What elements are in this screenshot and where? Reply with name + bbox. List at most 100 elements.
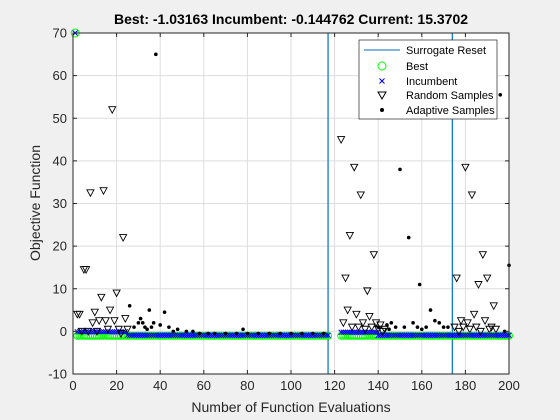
random-sample-point [356, 191, 366, 200]
incumbent-point [495, 332, 501, 339]
incumbent-point [85, 328, 92, 335]
incumbent-point [216, 332, 222, 339]
adaptive-sample-point [278, 331, 282, 336]
x-tick-label: 160 [411, 378, 433, 393]
legend: Surrogate Reset Best Incumbent Random Sa… [358, 39, 498, 120]
incumbent-point [423, 332, 430, 339]
incumbent-point [316, 332, 323, 339]
incumbent-point [449, 332, 456, 339]
incumbent-point [248, 332, 255, 339]
incumbent-point [183, 332, 190, 339]
incumbent-point [159, 332, 166, 339]
random-sample-point [94, 317, 104, 326]
random-sample-point [352, 310, 361, 319]
y-tick-label: 10 [53, 281, 67, 296]
legend-label-incumbent: Incumbent [406, 76, 457, 88]
y-tick-label: 30 [53, 196, 67, 211]
adaptive-sample-point [149, 325, 154, 329]
random-sample-point [467, 191, 477, 200]
adaptive-sample-point [223, 331, 228, 336]
legend-swatch-random-samples [377, 91, 387, 101]
incumbent-point [440, 332, 447, 339]
y-tick-label: 0 [60, 324, 67, 339]
incumbent-point [155, 332, 161, 339]
random-sample-point [456, 317, 466, 326]
incumbent-point [436, 332, 443, 339]
x-tick-label: 200 [498, 378, 520, 393]
adaptive-sample-point [147, 308, 152, 312]
incumbent-point [462, 332, 469, 339]
random-sample-point [452, 274, 461, 283]
incumbent-point [438, 332, 445, 339]
adaptive-sample-point [441, 325, 446, 329]
random-sample-point [112, 289, 121, 298]
incumbent-point [129, 332, 135, 339]
incumbent-point [403, 332, 410, 339]
random-sample-point [369, 251, 379, 260]
adaptive-sample-point [402, 325, 407, 329]
random-sample-point [463, 319, 472, 328]
random-samples-series [73, 106, 501, 338]
incumbent-point [172, 332, 179, 339]
incumbent-point [466, 332, 473, 339]
incumbent-point [94, 328, 100, 335]
adaptive-sample-point [321, 331, 326, 336]
incumbent-point [187, 332, 194, 339]
adaptive-sample-point [171, 329, 176, 334]
adaptive-sample-point [311, 331, 315, 336]
incumbent-point [142, 332, 148, 339]
incumbent-point [152, 332, 159, 339]
x-tick-label: 40 [153, 378, 167, 393]
incumbent-point [460, 332, 467, 339]
legend-box [358, 39, 498, 120]
adaptive-sample-point [376, 325, 381, 329]
incumbent-point [176, 332, 183, 339]
adaptive-sample-point [167, 325, 171, 329]
incumbent-point [421, 332, 427, 339]
adaptive-sample-point [151, 321, 156, 325]
y-tick-label: 70 [53, 26, 67, 41]
adaptive-sample-point [245, 331, 250, 336]
random-sample-point [97, 293, 106, 302]
random-sample-point [81, 266, 91, 275]
incumbent-point [447, 332, 453, 339]
x-tick-label: 120 [324, 378, 346, 393]
incumbent-point [473, 332, 480, 339]
incumbent-point [442, 332, 449, 339]
incumbent-point [482, 332, 488, 339]
incumbent-point [429, 332, 436, 339]
incumbent-point [146, 332, 153, 339]
adaptive-sample-point [289, 331, 293, 336]
y-tick-label: 50 [53, 111, 67, 126]
x-tick-label: 100 [280, 378, 302, 393]
adaptive-sample-point [498, 93, 503, 97]
incumbent-point [408, 332, 414, 339]
random-sample-point [99, 187, 108, 196]
random-sample-point [116, 330, 126, 338]
incumbent-point [251, 332, 257, 339]
incumbent-point [181, 332, 188, 339]
random-sample-point [105, 306, 115, 315]
random-sample-point [110, 317, 119, 326]
incumbent-point [126, 332, 133, 339]
legend-label-best: Best [406, 61, 428, 73]
incumbent-point [349, 329, 355, 336]
random-sample-point [454, 327, 464, 336]
incumbent-point [390, 332, 397, 339]
incumbent-point [174, 332, 181, 339]
incumbent-point [166, 332, 172, 339]
incumbent-point [386, 332, 392, 339]
incumbent-point [270, 332, 277, 339]
random-sample-point [380, 325, 389, 334]
incumbent-point [305, 332, 312, 339]
adaptive-sample-point [241, 327, 245, 332]
incumbent-point [137, 332, 144, 339]
random-sample-point [465, 325, 475, 334]
incumbent-point [340, 329, 347, 336]
incumbent-point [161, 332, 168, 339]
adaptive-sample-point [446, 325, 450, 329]
incumbent-point [107, 328, 113, 335]
adaptive-sample-point [138, 316, 143, 321]
incumbent-point [192, 332, 198, 339]
